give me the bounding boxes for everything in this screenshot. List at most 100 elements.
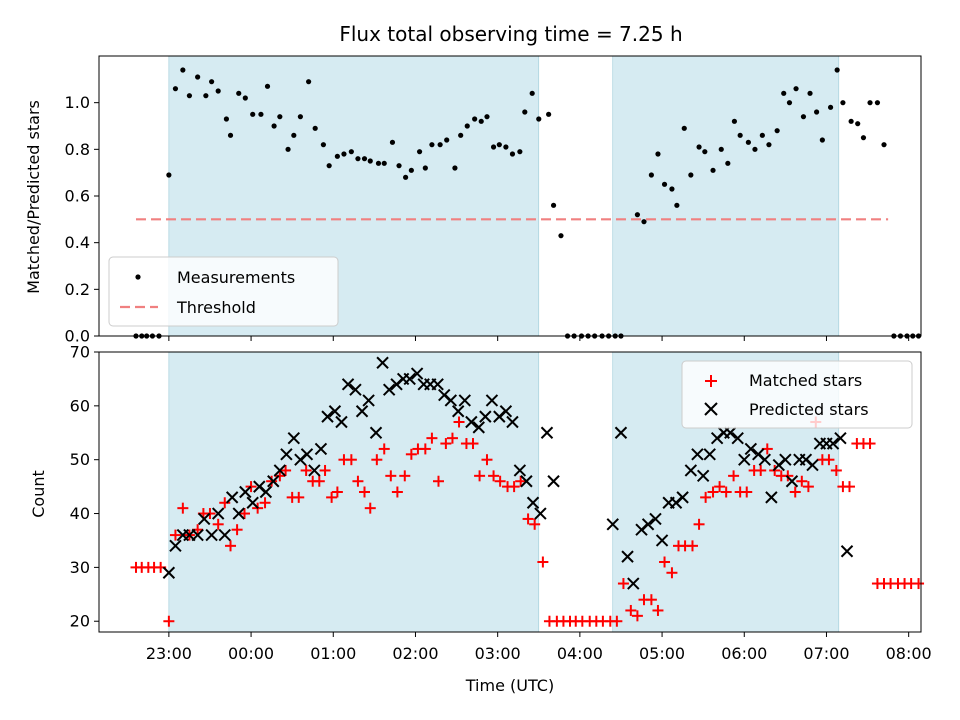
measurement-point (242, 95, 248, 101)
matched-star-point (231, 524, 243, 536)
measurement-point (781, 90, 787, 96)
x-tick-label: 06:00 (721, 644, 767, 663)
y-tick-label: 30 (70, 558, 90, 577)
measurement-point (807, 90, 813, 96)
x-stroke-b (465, 415, 478, 429)
matched-star-point (508, 481, 520, 493)
x-stroke-b (300, 448, 314, 461)
matched-star-point (163, 615, 175, 627)
matched-star-point (345, 454, 357, 466)
bottom-y-ticks: 20 30 40 50 60 70 (70, 343, 99, 631)
x-stroke-b (731, 431, 744, 445)
predicted-star-point (349, 383, 362, 396)
x-stroke-b (765, 491, 778, 504)
y-tick-label: 20 (70, 612, 90, 631)
predicted-star-point (232, 507, 245, 520)
measurement-point (536, 116, 542, 122)
predicted-star-point (410, 367, 424, 380)
x-stroke-b (239, 485, 252, 499)
legend-matched-label: Matched stars (749, 371, 862, 390)
measurement-point (737, 132, 743, 138)
bottom-panel: 20 30 40 50 60 70 23:00 00:00 01:00 02:00 03:00 04… (29, 343, 932, 696)
predicted-star-point (335, 415, 348, 429)
x-stroke-b (328, 405, 342, 418)
predicted-star-point (840, 545, 854, 558)
measurement-point (814, 109, 820, 115)
x-stroke-b (341, 378, 355, 391)
x-stroke-b (410, 367, 424, 380)
predicted-star-point (691, 448, 704, 461)
x-stroke-b (752, 448, 765, 461)
x-stroke-b (758, 453, 772, 466)
x-stroke-b (696, 469, 710, 483)
matched-star-point (720, 486, 732, 498)
measurement-point (472, 116, 478, 122)
x-stroke-b (540, 426, 554, 439)
matched-star-point (274, 470, 286, 482)
x-stroke-b (211, 507, 225, 520)
bottom-plot-frame (98, 351, 922, 633)
measurement-point (696, 144, 702, 150)
bottom-legend-box (681, 360, 913, 429)
x-stroke-b (785, 475, 799, 488)
predicted-star-point (627, 577, 640, 590)
predicted-star-point (452, 405, 465, 418)
matched-star-point (823, 454, 835, 466)
x-stroke-b (655, 534, 669, 547)
matched-star-point (481, 454, 493, 466)
predicted-star-point (606, 518, 619, 531)
predicted-star-point (376, 356, 389, 369)
measurement-point (341, 151, 347, 157)
measurement-point (452, 165, 458, 171)
predicted-star-point (314, 442, 328, 456)
predicted-star-point (328, 405, 342, 418)
matched-star-point (529, 518, 541, 530)
x-stroke-b (806, 458, 819, 472)
x-tick-label: 08:00 (886, 644, 932, 663)
x-stroke-b (513, 464, 527, 477)
x-stroke-b (246, 496, 259, 509)
measurement-point (848, 118, 854, 124)
measurement-point (517, 149, 523, 155)
measurement-point (271, 123, 277, 129)
x-stroke-b (198, 512, 211, 526)
x-stroke-b (162, 566, 176, 579)
matched-star-point (440, 438, 452, 450)
predicted-star-point (641, 518, 655, 531)
x-stroke-b (232, 507, 245, 520)
measurement-point (648, 172, 654, 178)
measurement-point (437, 142, 443, 148)
matched-star-point (843, 481, 855, 493)
x-stroke-b (267, 475, 280, 488)
measurement-point (522, 109, 528, 115)
measurement-point (496, 142, 502, 148)
legend-predicted-marker (704, 402, 718, 416)
x-stroke-b (218, 528, 231, 542)
x-stroke-b (355, 405, 369, 418)
predicted-star-point (211, 507, 225, 520)
measurement-point (840, 100, 846, 106)
matched-star-point (864, 438, 876, 450)
predicted-star-point (826, 437, 840, 450)
matched-star-point (280, 464, 292, 476)
x-stroke-b (684, 464, 698, 477)
bottom-x-ticks: 23:00 00:00 01:00 02:00 03:00 04:00 05:00 06:00… (146, 632, 932, 663)
y-tick-label: 50 (70, 450, 90, 469)
measurement-point (444, 137, 450, 143)
measurement-point (348, 149, 354, 155)
matched-star-point (714, 481, 726, 493)
matched-star-point (426, 432, 438, 444)
predicted-star-point (198, 512, 211, 526)
measurement-point (745, 139, 751, 145)
matched-star-point (352, 475, 364, 487)
measurement-point (688, 172, 694, 178)
measurement-point (529, 90, 535, 96)
measurement-point (361, 156, 368, 162)
matched-star-point (378, 443, 390, 455)
x-tick-label: 23:00 (146, 644, 192, 663)
predicted-star-point (520, 475, 533, 488)
predicted-star-point (479, 410, 492, 423)
predicted-star-point (239, 485, 252, 499)
matched-star-point (212, 518, 224, 530)
measurement-point (334, 153, 340, 159)
